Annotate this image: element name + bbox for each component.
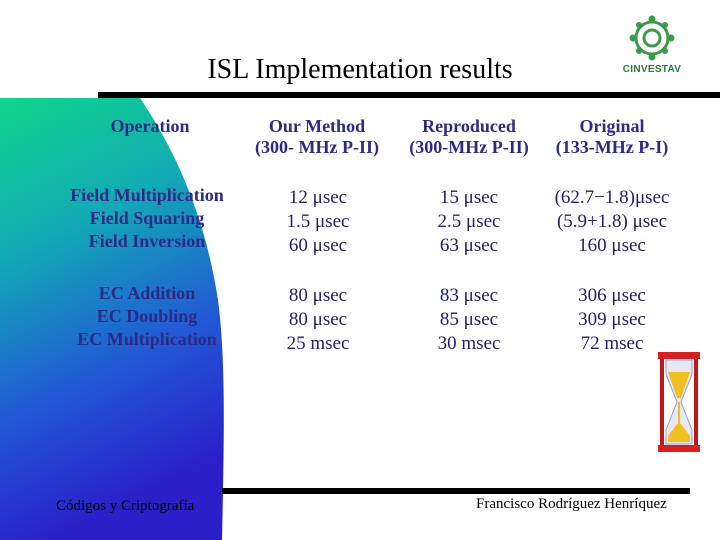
footer-right-text: Francisco Rodríguez Henríquez (476, 496, 667, 512)
table-cell: 1.5 μsec (286, 211, 350, 232)
original-values-field: (62.7−1.8)μsec (5.9+1.8) μsec 160 μsec (538, 186, 686, 258)
operation-name: Field Multiplication (70, 185, 224, 205)
table-cell: 25 msec (286, 333, 350, 354)
header-operation: Operation (110, 116, 190, 136)
table-cell: 15 μsec (439, 187, 499, 208)
footer-rule (222, 488, 690, 494)
reproduced-values-field: 15 μsec 2.5 μsec 63 μsec (406, 186, 532, 258)
original-values-ec: 306 μsec 309 μsec 72 msec (548, 284, 676, 356)
table-cell: 309 μsec (578, 309, 646, 330)
slide-title: ISL Implementation results (207, 54, 513, 85)
table-cell: 60 μsec (288, 235, 348, 256)
cinvestav-emblem-icon (629, 15, 675, 61)
table-cell: 83 μsec (439, 285, 499, 306)
table-cell: 160 μsec (578, 235, 646, 256)
table-cell: 2.5 μsec (437, 211, 501, 232)
table-cell: 306 μsec (578, 285, 646, 306)
operation-list-ec: EC Addition EC Doubling EC Multiplicatio… (58, 282, 236, 351)
header-reproduced: Reproduced (300-MHz P-II) (409, 116, 529, 157)
table-cell: (5.9+1.8) μsec (556, 211, 668, 232)
operation-name: EC Addition (98, 283, 196, 303)
our-method-values-field: 12 μsec 1.5 μsec 60 μsec (258, 186, 378, 258)
hourglass-icon (658, 352, 700, 452)
table-cell: 72 msec (580, 333, 644, 354)
header-original: Original (133-MHz P-I) (555, 116, 669, 157)
operation-name: Field Squaring (89, 208, 205, 228)
table-cell: 85 μsec (439, 309, 499, 330)
reproduced-values-ec: 83 μsec 85 μsec 30 msec (406, 284, 532, 356)
footer-left-text: Códigos y Criptografía (56, 498, 195, 514)
operation-name: Field Inversion (88, 231, 206, 251)
table-cell: 30 msec (437, 333, 501, 354)
table-cell: 80 μsec (288, 309, 348, 330)
operation-name: EC Doubling (96, 306, 198, 326)
operation-name: EC Multiplication (77, 329, 217, 349)
cinvestav-logo: CINVESTAV (612, 14, 692, 80)
table-cell: 80 μsec (288, 285, 348, 306)
header-our-method: Our Method (300- MHz P-II) (255, 116, 379, 157)
table-cell: 63 μsec (439, 235, 499, 256)
logo-text: CINVESTAV (622, 64, 682, 75)
table-cell: (62.7−1.8)μsec (554, 187, 670, 208)
our-method-values-ec: 80 μsec 80 μsec 25 msec (258, 284, 378, 356)
table-cell: 12 μsec (288, 187, 348, 208)
title-rule (98, 92, 720, 98)
operation-list-field: Field Multiplication Field Squaring Fiel… (52, 184, 242, 253)
